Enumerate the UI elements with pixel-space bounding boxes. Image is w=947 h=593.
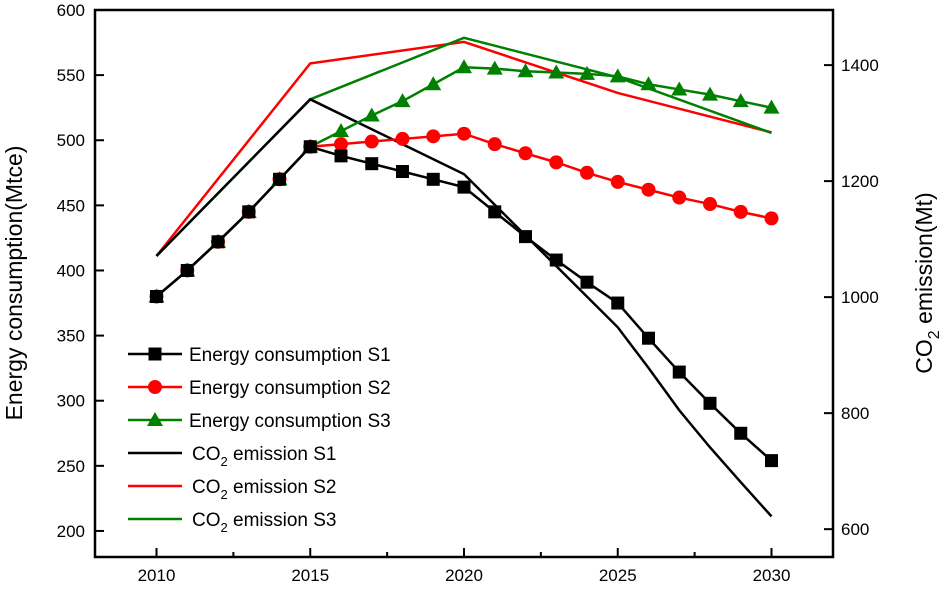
y2-tick-label: 600 — [841, 520, 869, 539]
data-point — [148, 380, 162, 394]
data-point — [732, 93, 749, 108]
data-point — [395, 131, 410, 146]
data-point — [487, 137, 502, 152]
data-point — [763, 99, 780, 114]
y-tick-label: 300 — [57, 392, 85, 411]
y-tick-label: 550 — [57, 66, 85, 85]
data-point — [611, 296, 625, 310]
data-point — [147, 412, 163, 426]
data-point — [703, 396, 717, 410]
data-point — [642, 331, 655, 345]
legend-label: Energy consumption S1 — [189, 345, 391, 366]
data-point — [150, 290, 163, 304]
data-point — [488, 205, 502, 219]
data-point — [363, 107, 380, 122]
data-point — [334, 149, 348, 163]
data-point — [457, 126, 471, 141]
data-point — [426, 129, 441, 144]
data-point — [548, 64, 565, 79]
y-tick-label: 600 — [57, 1, 85, 20]
data-point — [211, 235, 225, 249]
data-point — [365, 157, 379, 171]
series-line-4 — [155, 97, 773, 518]
data-point — [334, 137, 348, 152]
y2-tick-label: 800 — [841, 404, 869, 423]
x-tick-label: 2015 — [291, 566, 329, 585]
y2-tick-label: 1200 — [841, 172, 879, 191]
y-tick-label: 250 — [57, 457, 85, 476]
y2-tick-label: 1400 — [841, 56, 879, 75]
legend-label: CO2 emission S1 — [192, 444, 337, 469]
legend-label: CO2 emission S2 — [192, 477, 337, 502]
x-tick-label: 2020 — [445, 566, 483, 585]
data-point — [579, 65, 595, 80]
data-point — [457, 180, 471, 194]
data-point — [549, 155, 564, 170]
data-point — [580, 165, 594, 180]
data-point — [273, 172, 286, 186]
y-axis-label: Energy consumption(Mtce) — [1, 146, 27, 421]
data-point — [610, 174, 625, 189]
data-point — [703, 197, 717, 212]
y2-axis-label: CO2 emission(Mt) — [911, 192, 943, 373]
data-point — [486, 60, 503, 75]
plot-area — [148, 36, 780, 518]
data-point — [394, 93, 411, 108]
series-line-5 — [155, 40, 772, 257]
data-point — [456, 59, 472, 74]
data-point — [242, 205, 256, 219]
y-tick-label: 500 — [57, 131, 85, 150]
data-point — [549, 253, 563, 267]
data-point — [733, 204, 748, 219]
data-point — [396, 164, 409, 178]
data-point — [672, 365, 686, 379]
data-point — [640, 76, 657, 91]
y-tick-label: 350 — [57, 327, 85, 346]
data-point — [517, 63, 534, 78]
y2-tick-label: 1000 — [841, 288, 879, 307]
data-point — [519, 230, 532, 244]
legend-label: Energy consumption S3 — [189, 411, 391, 432]
x-tick-label: 2025 — [599, 566, 637, 585]
y-tick-label: 200 — [57, 522, 85, 541]
data-point — [426, 172, 440, 186]
y-tick-label: 400 — [57, 261, 85, 280]
axes: 2010 2015 2020 2025 2030 200 250 300 350 400 450 50… — [57, 1, 879, 585]
data-point — [764, 211, 779, 226]
x-tick-label: 2030 — [753, 566, 791, 585]
data-point — [609, 68, 626, 83]
data-point — [702, 86, 718, 101]
plot-frame — [93, 8, 835, 559]
legend: Energy consumption S1 Energy consumption … — [128, 345, 391, 535]
data-point — [364, 134, 379, 149]
data-point — [180, 263, 194, 277]
data-point — [671, 81, 688, 96]
data-point — [641, 182, 656, 197]
y-tick-label: 450 — [57, 196, 85, 215]
data-point — [518, 146, 533, 161]
data-point — [148, 347, 162, 361]
data-point — [734, 426, 748, 440]
data-point — [425, 76, 442, 91]
legend-label: Energy consumption S2 — [189, 378, 391, 399]
data-point — [303, 140, 317, 154]
x-tick-label: 2010 — [138, 566, 176, 585]
data-point — [333, 123, 349, 138]
data-point — [765, 454, 778, 468]
data-point — [580, 275, 594, 289]
data-point — [672, 190, 687, 205]
legend-label: CO2 emission S3 — [192, 510, 337, 535]
